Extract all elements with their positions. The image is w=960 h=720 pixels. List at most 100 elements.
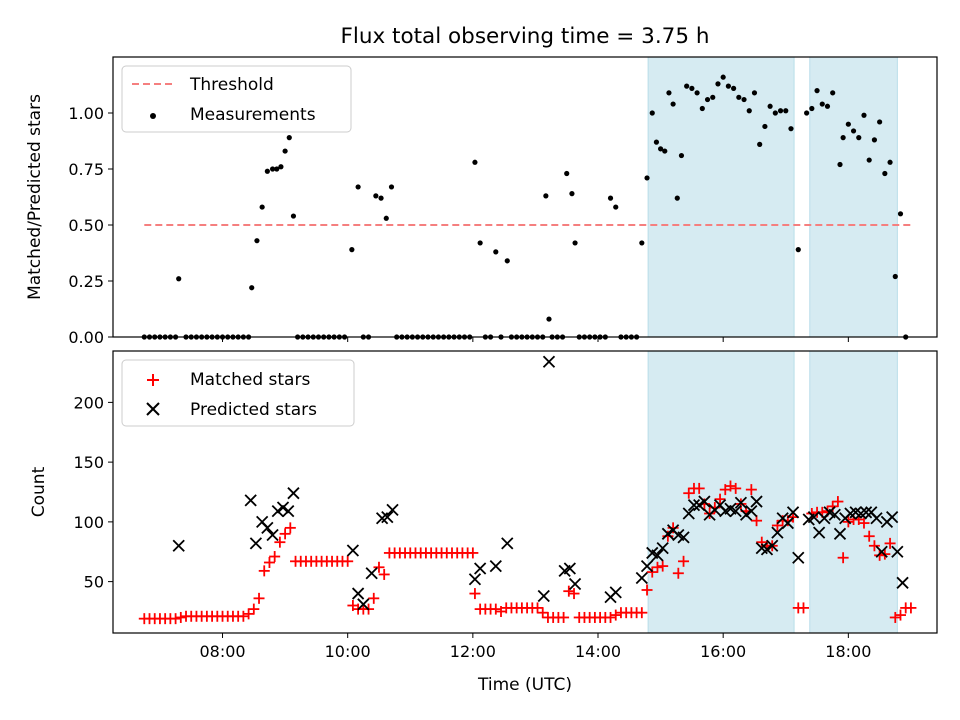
top-axes-frame (112, 56, 938, 338)
matched-star-point (532, 602, 544, 614)
x-tick-label: 08:00 (199, 642, 245, 661)
predicted-star-point (886, 510, 899, 524)
predicted-star-point (698, 495, 711, 508)
measurement-point (751, 90, 758, 96)
bottom-y-tick-label: 100 (73, 513, 104, 532)
measurement-point (269, 166, 276, 172)
legend-matched-swatch (147, 374, 159, 386)
top-y-tick-label: 0.00 (68, 328, 104, 347)
matched-star-point (863, 530, 875, 542)
matched-star-point (683, 487, 695, 499)
measurement-point (644, 175, 650, 181)
matched-star-point (884, 537, 896, 549)
measurement-point (762, 123, 768, 130)
measurement-point (837, 161, 843, 168)
matched-star-point (797, 602, 809, 614)
matched-star-point (832, 496, 844, 508)
matched-star-point (724, 480, 736, 492)
measurement-point (678, 152, 685, 159)
legend-measurements-label: Measurements (190, 105, 316, 125)
measurement-point (887, 159, 893, 165)
matched-star-point (248, 603, 260, 615)
x-tick-label: 10:00 (325, 642, 371, 661)
measurement-point (504, 258, 510, 264)
measurement-point (657, 146, 664, 152)
measurement-point (897, 211, 904, 217)
measurement-point (607, 195, 614, 201)
predicted-star-point (282, 504, 295, 518)
top-y-tick-label: 1.00 (68, 104, 104, 123)
measurement-point (777, 108, 784, 114)
top-y-tick-label: 0.25 (68, 272, 104, 291)
legend-threshold-label: Threshold (189, 75, 274, 95)
matched-star-point (714, 493, 726, 505)
measurement-point (710, 94, 716, 100)
matched-star-point (646, 566, 658, 578)
measurement-point (684, 83, 690, 89)
matched-star-point (243, 608, 255, 620)
predicted-star-point (249, 537, 263, 550)
predicted-star-point (729, 504, 742, 518)
matched-star-point (467, 547, 479, 559)
matched-star-point (745, 484, 757, 496)
measurement-point (373, 193, 379, 199)
predicted-star-point (365, 567, 378, 580)
bottom-y-tick-label: 50 (84, 573, 104, 592)
measurement-point (795, 247, 801, 253)
bottom-y-tick-label: 150 (73, 453, 104, 472)
measurement-point (814, 88, 820, 94)
bottom-y-tick-label: 200 (73, 393, 104, 412)
bottom-shaded-intervals (647, 350, 898, 634)
matched-star-point (636, 607, 648, 619)
measurement-point (783, 108, 789, 114)
matched-star-point (263, 557, 275, 568)
measurement-point (378, 195, 384, 201)
measurement-point (892, 273, 898, 280)
matched-star-point (284, 522, 296, 534)
legend-measurements-swatch (150, 113, 156, 119)
predicted-star-point (542, 355, 556, 368)
measurement-point (882, 170, 888, 177)
matched-star-point (537, 607, 549, 619)
predicted-star-point (172, 539, 185, 552)
predicted-star-point (891, 545, 904, 558)
predicted-star-point (537, 589, 550, 603)
measurement-point (349, 247, 355, 253)
matched-star-point (751, 515, 763, 527)
measurement-point (639, 240, 645, 246)
matched-star-point (175, 611, 187, 623)
top-plot-area (141, 74, 911, 340)
measurement-point (699, 105, 705, 112)
bottom-axes-frame (112, 350, 938, 634)
predicted-star-point (563, 562, 576, 575)
measurement-point (694, 90, 700, 96)
measurement-point (286, 135, 292, 141)
matched-star-point (672, 567, 684, 579)
matched-star-point (678, 555, 690, 567)
measurement-point (725, 83, 731, 89)
measurement-point (493, 249, 499, 255)
measurement-point (249, 285, 255, 291)
matched-star-point (874, 549, 886, 561)
predicted-star-point (609, 586, 622, 599)
measurement-point (866, 157, 872, 163)
measurement-point (649, 110, 655, 116)
matched-star-point (568, 588, 580, 600)
measurement-point (274, 166, 280, 172)
measurement-point (572, 240, 578, 246)
top-legend-box (121, 65, 352, 133)
predicted-star-point (875, 545, 888, 558)
predicted-star-point (271, 504, 284, 518)
measurement-point (736, 94, 742, 100)
matched-star-point (269, 551, 281, 563)
predicted-star-point (693, 499, 706, 512)
measurement-point (564, 170, 570, 177)
matched-star-point (342, 555, 354, 567)
x-tick-label: 12:00 (450, 642, 496, 661)
matched-star-point (889, 611, 901, 623)
matched-star-point (605, 611, 617, 623)
top-y-tick-label: 0.75 (68, 160, 104, 179)
measurement-point (653, 139, 660, 145)
predicted-star-point (266, 528, 279, 542)
measurement-point (871, 137, 878, 143)
